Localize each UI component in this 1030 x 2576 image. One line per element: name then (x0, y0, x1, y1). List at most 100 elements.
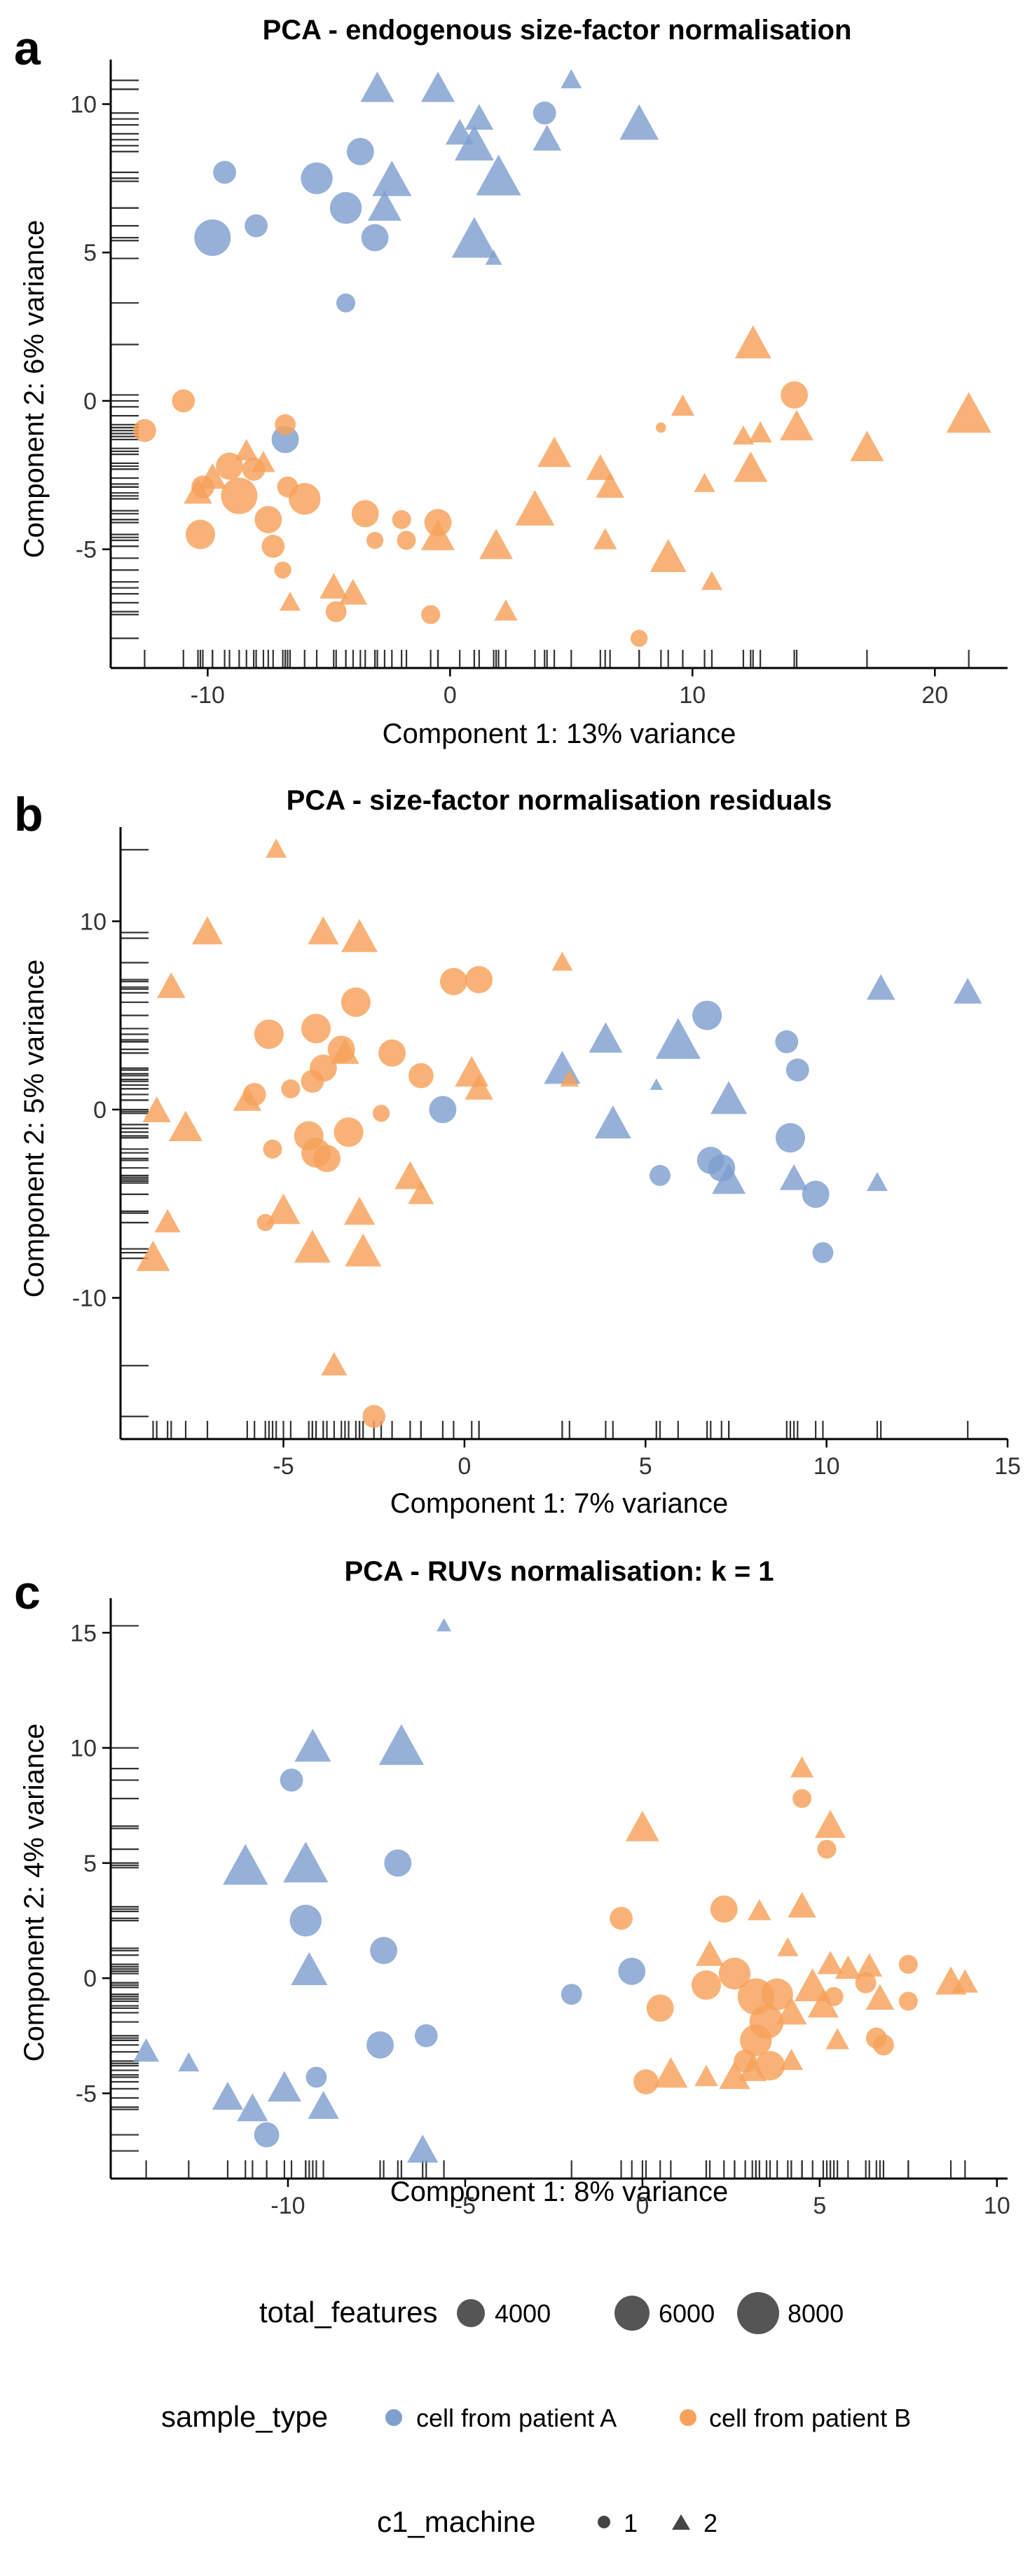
data-point (212, 2081, 244, 2110)
data-point (781, 381, 809, 409)
x-tick-label: 5 (639, 1453, 652, 1480)
data-point (360, 71, 394, 102)
data-point (776, 1996, 807, 2025)
data-point (734, 325, 771, 359)
data-point (610, 1907, 633, 1930)
data-point (465, 966, 493, 994)
data-point (732, 425, 754, 445)
data-point (618, 1957, 646, 1985)
data-point (594, 1105, 631, 1139)
chart-title: PCA - size-factor normalisation residual… (287, 785, 832, 816)
data-point (788, 1892, 816, 1918)
data-point (719, 2061, 750, 2090)
data-point (372, 1105, 390, 1122)
data-point (775, 1123, 805, 1153)
data-point (414, 2024, 438, 2047)
data-point (370, 1937, 398, 1965)
data-point (533, 101, 556, 125)
data-point (133, 2038, 159, 2062)
data-point (281, 1079, 301, 1098)
data-point (185, 519, 216, 550)
data-point (291, 1951, 328, 1985)
data-point (779, 2048, 804, 2071)
legend-color-key-a (385, 2409, 402, 2426)
data-point (692, 1000, 722, 1030)
data-point (392, 510, 411, 529)
legend-color-label: cell from patient B (709, 2404, 911, 2432)
data-point (343, 1197, 376, 1225)
data-point (266, 838, 287, 858)
data-point (710, 1081, 748, 1115)
data-point (361, 224, 389, 252)
data-point (320, 573, 348, 599)
data-point (872, 2034, 894, 2056)
panel-letter: b (14, 788, 43, 841)
data-point (254, 1019, 284, 1049)
data-point (367, 190, 401, 221)
data-point (866, 974, 895, 1000)
x-tick-label: -5 (273, 1453, 294, 1480)
data-point (184, 477, 212, 504)
legend-color: sample_type cell from patient A cell fro… (161, 2400, 911, 2433)
data-point (263, 1139, 282, 1159)
y-axis-label: Component 2: 5% variance (19, 960, 50, 1298)
data-point (817, 1951, 844, 1975)
x-tick-label: -5 (455, 2193, 476, 2219)
data-point (136, 1240, 170, 1272)
data-point (408, 1180, 434, 1204)
data-point (271, 425, 299, 454)
data-point (533, 125, 561, 151)
legend-size-label: 6000 (659, 2299, 715, 2328)
data-point (812, 1242, 834, 1264)
legend-size-key-8000 (737, 2292, 779, 2334)
panel-b: b PCA - size-factor normalisation residu… (14, 785, 1021, 1519)
data-point (198, 463, 227, 489)
data-point (561, 1984, 582, 2005)
data-point (465, 1074, 493, 1100)
data-point (362, 1405, 386, 1429)
data-point (589, 1022, 623, 1053)
data-point (233, 1085, 262, 1111)
data-point (338, 578, 368, 605)
data-point (454, 125, 494, 161)
data-point (779, 1164, 809, 1190)
legend-color-label: cell from patient A (416, 2404, 617, 2432)
data-point (694, 472, 715, 492)
data-point (266, 1193, 301, 1225)
data-point (366, 2031, 394, 2059)
data-point (334, 1117, 364, 1147)
data-point (133, 418, 156, 442)
data-point (898, 1954, 918, 1974)
data-point (560, 1069, 579, 1087)
data-point (154, 1208, 181, 1233)
data-point (378, 1724, 424, 1765)
data-point (397, 531, 416, 550)
legend-size: total_features 4000 6000 8000 (259, 2292, 844, 2334)
data-point (479, 529, 514, 559)
y-tick-label: 10 (70, 1736, 97, 1762)
data-point (252, 451, 275, 472)
data-point (655, 422, 666, 433)
data-point (221, 477, 258, 514)
data-point (191, 916, 224, 945)
data-point (898, 1991, 918, 2011)
legend-shape-key-circle (598, 2516, 610, 2528)
y-tick-label: 0 (93, 1097, 107, 1124)
data-point (755, 2050, 785, 2081)
data-point (748, 1899, 771, 1921)
y-tick-label: -5 (76, 2080, 97, 2107)
data-point (775, 1030, 799, 1054)
legend-size-key-6000 (614, 2296, 650, 2331)
data-point (455, 1056, 489, 1087)
data-point (625, 1811, 659, 1841)
data-point (313, 1145, 341, 1173)
data-point (649, 1164, 671, 1186)
y-tick-label: 5 (83, 240, 97, 266)
legend-size-key-4000 (457, 2299, 485, 2327)
data-point (633, 2069, 659, 2094)
data-point (856, 1953, 883, 1977)
plot-area: -10 -5 0 5 10 -5 0 5 10 15 (70, 1598, 1010, 2219)
data-point (275, 414, 296, 435)
data-point (655, 1018, 701, 1059)
data-point (421, 71, 455, 102)
